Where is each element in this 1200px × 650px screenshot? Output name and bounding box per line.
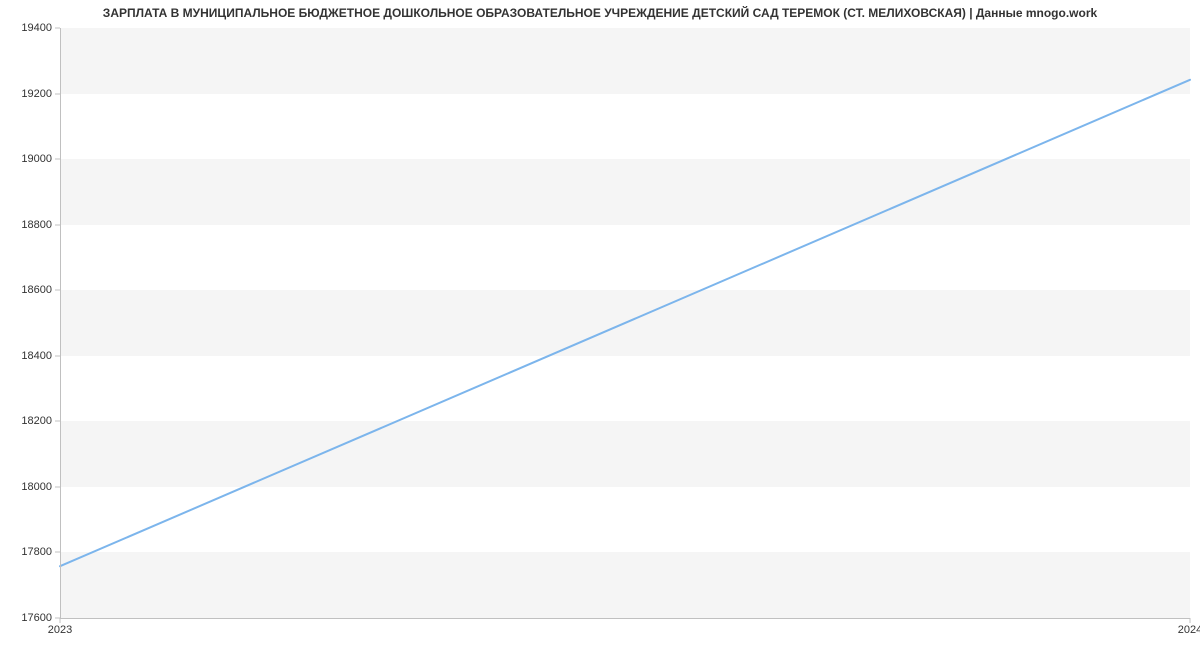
y-tick-label: 17800: [21, 546, 52, 558]
plot-area: 1760017800180001820018400186001880019000…: [60, 28, 1190, 618]
y-tick-label: 18000: [21, 481, 52, 493]
x-tick-label: 2024: [1178, 624, 1200, 636]
y-tick-label: 17600: [21, 612, 52, 624]
series-line: [60, 80, 1190, 566]
chart-title: ЗАРПЛАТА В МУНИЦИПАЛЬНОЕ БЮДЖЕТНОЕ ДОШКО…: [0, 6, 1200, 20]
y-tick-label: 19000: [21, 153, 52, 165]
y-axis-line: [60, 28, 61, 618]
y-tick-label: 18800: [21, 219, 52, 231]
line-layer: [60, 28, 1190, 618]
y-tick-label: 18200: [21, 415, 52, 427]
salary-chart: ЗАРПЛАТА В МУНИЦИПАЛЬНОЕ БЮДЖЕТНОЕ ДОШКО…: [0, 0, 1200, 650]
y-tick-label: 19400: [21, 22, 52, 34]
y-tick-label: 18400: [21, 350, 52, 362]
y-tick-label: 19200: [21, 88, 52, 100]
y-tick-label: 18600: [21, 284, 52, 296]
x-axis-line: [60, 618, 1190, 619]
x-tick-label: 2023: [48, 624, 72, 636]
